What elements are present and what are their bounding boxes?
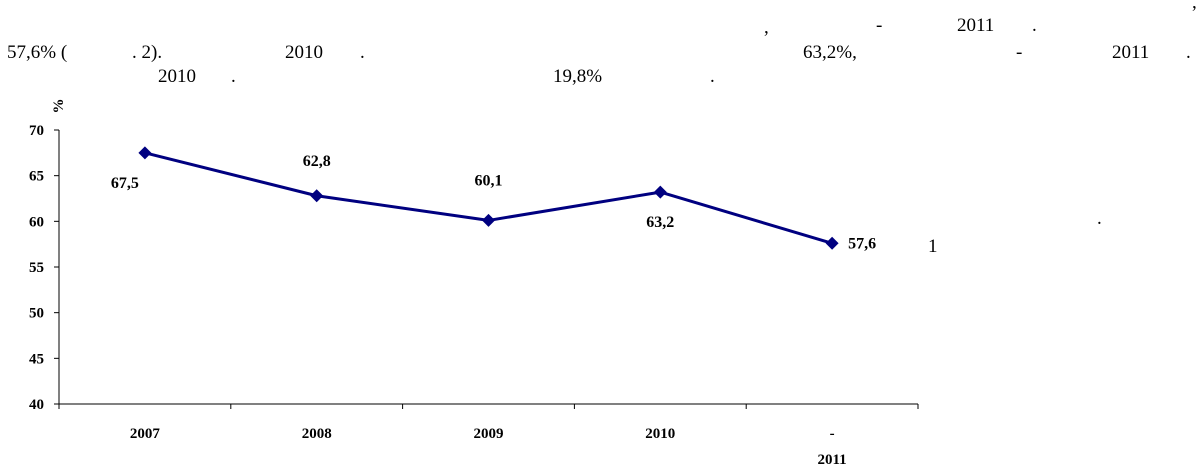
text-line1-year: 2011 (957, 15, 995, 36)
data-point-marker (310, 189, 324, 203)
text-line1-dash: - (876, 15, 883, 36)
text-line2-share: 57,6% ( (7, 42, 68, 63)
text-line2-ref: . 2). (132, 42, 163, 63)
y-tick-label: 60 (29, 214, 44, 230)
text-line2-value: 63,2%, (803, 42, 857, 63)
series-line (144, 151, 833, 245)
x-tick-label: 2010 (645, 426, 675, 442)
text-line1-corner: , (1192, 0, 1197, 13)
data-label: 62,8 (303, 153, 331, 170)
y-tick-label: 70 (29, 123, 44, 139)
y-axis-unit-label: % (51, 99, 67, 114)
data-point-marker (138, 146, 152, 160)
x-tick-label: - (830, 426, 835, 442)
text-line2-dot2: . (1186, 42, 1191, 63)
data-point-marker (825, 236, 839, 250)
text-line1-dot: . (1032, 15, 1037, 36)
data-label: 60,1 (475, 172, 503, 189)
y-tick-label: 45 (29, 351, 44, 367)
text-line2-dash: - (1016, 42, 1023, 63)
text-side-dot: . (1097, 208, 1102, 229)
text-line3-dot: . (231, 66, 236, 87)
x-tick-label: 2007 (130, 426, 161, 442)
text-line3-dot2: . (710, 66, 715, 87)
text-line2-year: 2010 (285, 42, 323, 63)
data-label: 63,2 (646, 214, 674, 231)
y-tick-label: 50 (29, 306, 44, 322)
data-label: 57,6 (848, 235, 876, 252)
data-point-marker (653, 185, 667, 199)
x-tick-label: 2011 (818, 452, 847, 468)
y-tick-label: 40 (29, 397, 44, 413)
text-line2-dot: . (360, 42, 365, 63)
text-side-number: 1 (928, 236, 938, 257)
text-line1-comma: , (764, 17, 769, 38)
data-label: 67,5 (111, 175, 139, 192)
text-line3-value: 19,8% (553, 66, 603, 87)
y-tick-label: 65 (29, 169, 44, 185)
data-point-marker (482, 213, 495, 227)
chart-axes: 40 45 50 55 60 65 70% 2007 2008 2009 2010 - 2011 (29, 99, 919, 468)
y-tick-label: 55 (29, 260, 44, 276)
text-line2-year2: 2011 (1112, 42, 1150, 63)
x-tick-label: 2009 (474, 426, 504, 442)
chart-marks: 67,5 62,8 60,1 63,2 57,6 (111, 146, 876, 252)
x-tick-label: 2008 (302, 426, 332, 442)
text-line3-year: 2010 (158, 66, 196, 87)
